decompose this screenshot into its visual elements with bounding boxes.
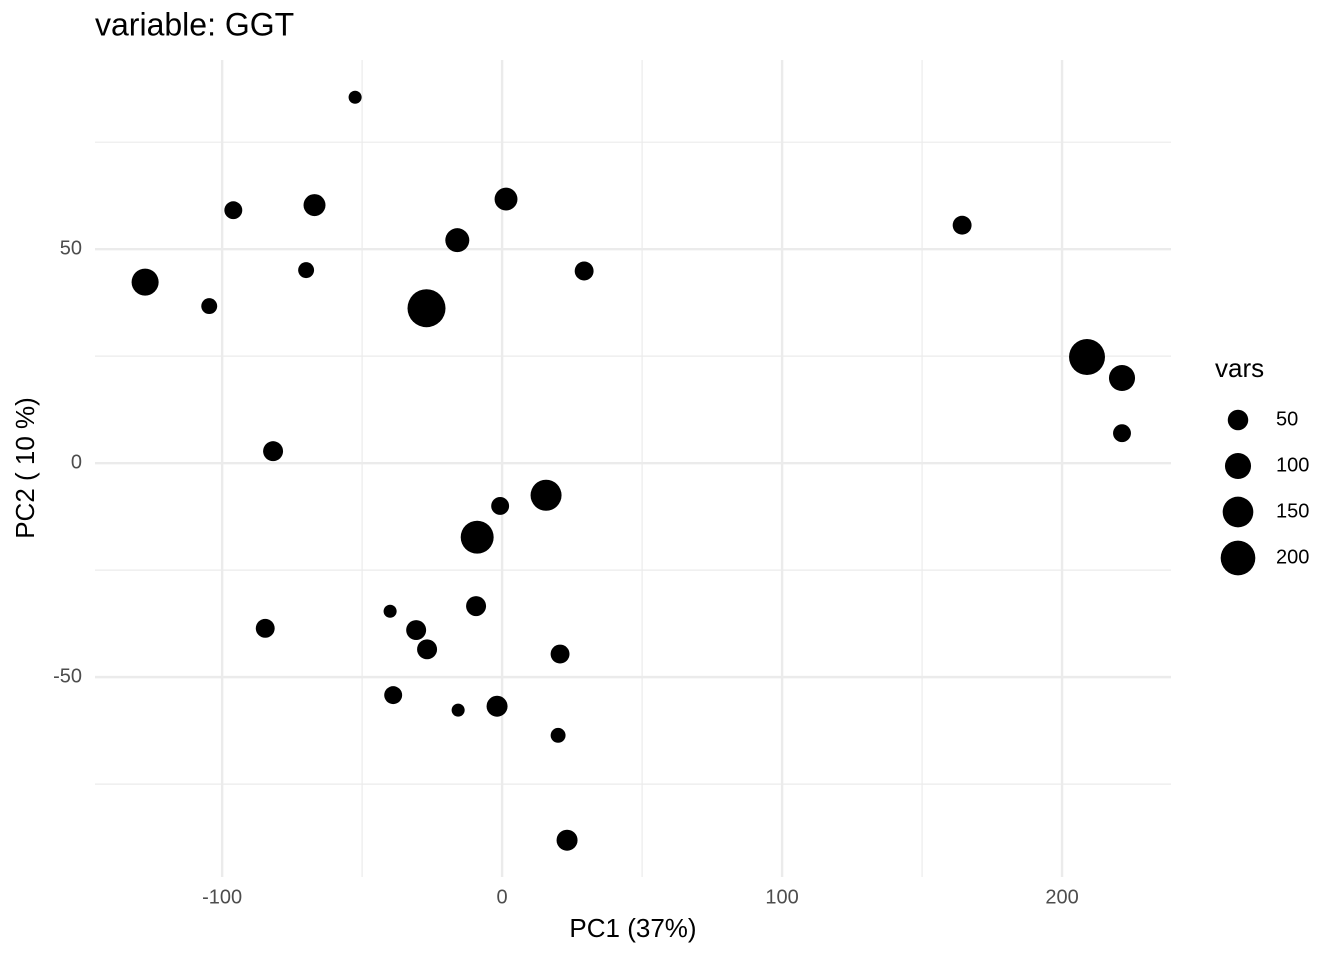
legend-key: [1224, 452, 1252, 480]
bubble: [530, 479, 562, 511]
legend-key: [1220, 540, 1256, 576]
bubble: [201, 298, 218, 315]
y-tick-label: -50: [53, 665, 82, 687]
legend-label: 150: [1276, 500, 1309, 522]
chart-title: variable: GGT: [95, 6, 294, 42]
bubble: [255, 618, 275, 638]
bubble: [407, 289, 446, 328]
bubble: [303, 194, 326, 217]
bubble: [574, 261, 594, 281]
legend-label: 200: [1276, 546, 1309, 568]
bubble: [348, 90, 362, 104]
legend-title: vars: [1215, 353, 1264, 383]
x-tick-label: 0: [497, 886, 508, 908]
legend-label: 50: [1276, 408, 1298, 430]
x-tick-label: 100: [765, 886, 798, 908]
bubble: [451, 703, 465, 717]
bubble: [384, 686, 403, 705]
bubble: [952, 215, 972, 235]
bubble: [491, 496, 510, 515]
x-tick-label: 200: [1045, 886, 1078, 908]
x-tick-label: -100: [202, 886, 242, 908]
bubble: [494, 187, 518, 211]
bubble: [486, 695, 508, 717]
bubble: [1113, 424, 1131, 443]
bubble: [406, 620, 427, 641]
legend-key: [1222, 496, 1254, 528]
legend-key: [1227, 409, 1249, 431]
bubble: [383, 604, 397, 618]
bubble: [298, 262, 315, 279]
bubble: [1108, 364, 1136, 392]
bubble: [417, 639, 438, 660]
bubble: [224, 201, 243, 220]
bubble: [131, 268, 159, 296]
bubble: [556, 829, 578, 851]
bubble: [445, 228, 470, 253]
bubble: [550, 644, 570, 664]
legend-label: 100: [1276, 454, 1309, 476]
x-axis-label: PC1 (37%): [569, 913, 696, 943]
bubble: [1069, 339, 1105, 375]
y-axis-label: PC2 ( 10 %): [10, 397, 40, 539]
bubble: [263, 441, 284, 462]
bubble: [460, 520, 494, 554]
y-tick-label: 0: [71, 451, 82, 473]
bubble: [466, 596, 487, 617]
bubble: [550, 727, 566, 743]
y-tick-label: 50: [60, 237, 82, 259]
